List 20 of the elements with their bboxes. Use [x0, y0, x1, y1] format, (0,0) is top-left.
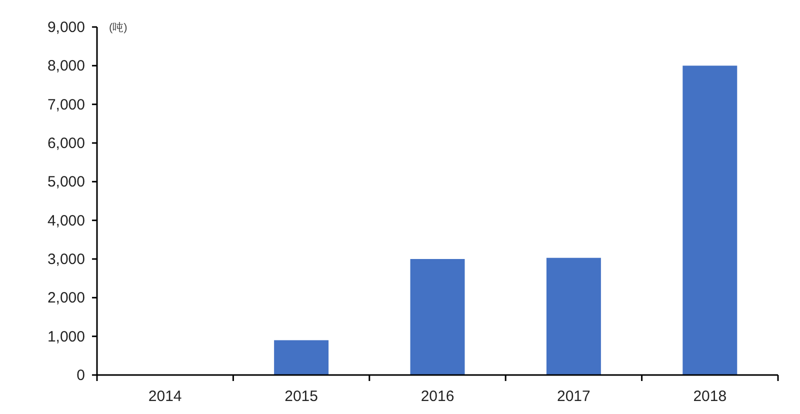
y-tick-label: 4,000	[47, 212, 85, 230]
x-tick-label: 2014	[148, 388, 182, 405]
y-tick-label: 0	[76, 367, 85, 384]
bar	[410, 259, 465, 375]
bar	[546, 258, 601, 375]
bar	[682, 66, 738, 375]
x-tick-label: 2015	[284, 388, 318, 405]
y-tick-label: 7,000	[47, 96, 85, 114]
y-tick-label: 3,000	[47, 251, 85, 268]
y-tick-label: 2,000	[47, 290, 85, 307]
y-tick-label: 6,000	[47, 135, 85, 152]
y-tick-label: 8,000	[47, 58, 85, 75]
x-tick-label: 2017	[557, 388, 590, 405]
y-tick-label: 5,000	[47, 174, 85, 191]
y-tick-label: 9,000	[47, 19, 85, 36]
x-tick-label: 2016	[420, 388, 454, 405]
x-tick-label: 2018	[693, 388, 727, 405]
y-tick-label: 1,000	[47, 328, 85, 346]
bar	[274, 340, 329, 375]
y-axis-title: (吨)	[109, 21, 128, 34]
